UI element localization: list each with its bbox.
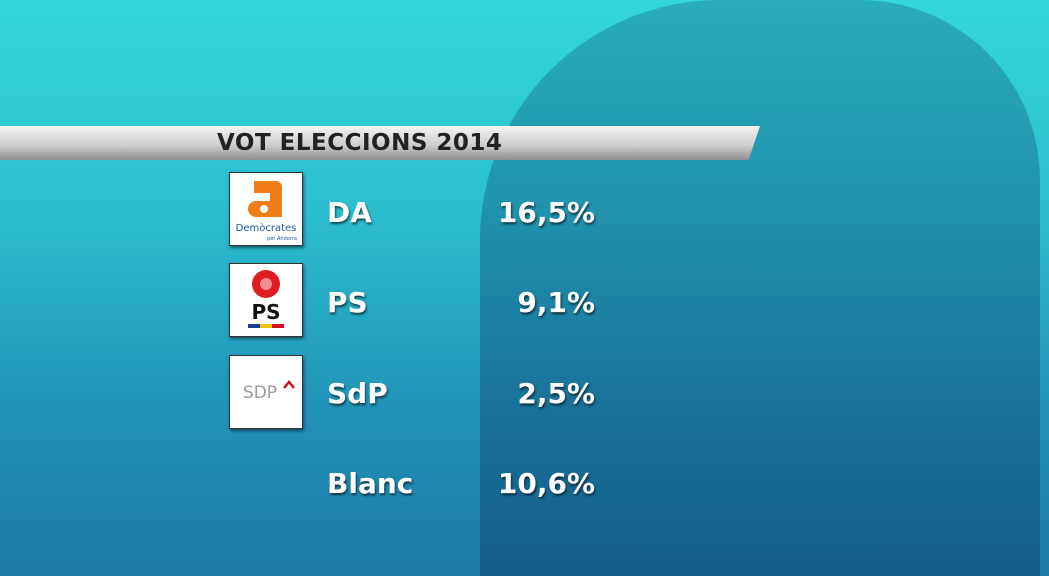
logo-ps-art: PS [248, 270, 284, 328]
party-name: PS [327, 286, 368, 319]
party-result: 10,6% [497, 467, 595, 500]
logo-sdp: SDP [229, 355, 303, 429]
logo-ps: PS [229, 263, 303, 337]
logo-text: Demòcrates [236, 222, 297, 234]
party-name: DA [327, 196, 372, 229]
party-name: SdP [327, 377, 388, 410]
logo-text: SDP [243, 383, 277, 403]
logo-sdp-art: SDP [243, 380, 295, 403]
party-result: 2,5% [517, 377, 595, 410]
logo-text: PS [251, 300, 280, 324]
title-bar [0, 126, 760, 160]
party-result: 9,1% [517, 286, 595, 319]
logo-subtext: per Andorra [267, 236, 297, 242]
background-figure [480, 0, 1040, 576]
party-name: Blanc [327, 467, 414, 500]
party-result: 16,5% [497, 196, 595, 229]
logo-da: Demòcrates per Andorra [229, 172, 303, 246]
title: VOT ELECCIONS 2014 [217, 130, 503, 156]
logo-da-art: Demòcrates per Andorra [236, 181, 297, 242]
